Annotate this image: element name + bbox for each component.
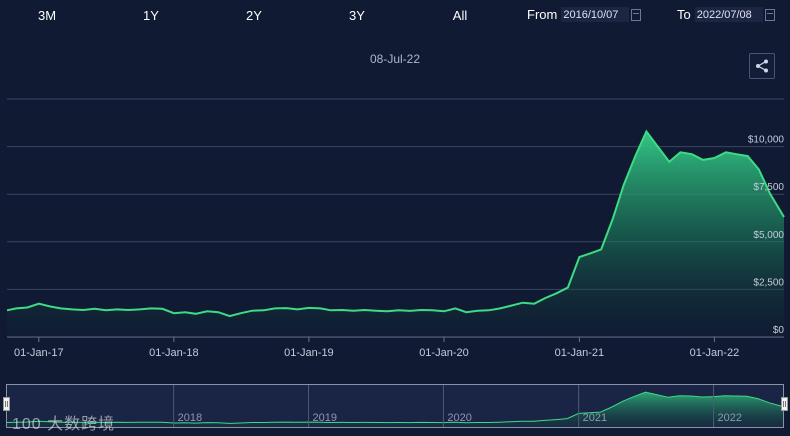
x-tick-label: 01-Jan-19 [284,347,334,359]
navigator-frame[interactable] [6,384,784,428]
from-date-group: From [527,7,642,22]
y-tick-label: $5,000 [753,230,784,241]
to-date-input[interactable] [694,7,763,22]
navigator-year-label: 2019 [313,412,337,424]
navigator-right-handle[interactable] [781,397,788,411]
watermark-text: 100 大数跨境 [12,416,116,433]
x-tick-label: 01-Jan-17 [14,347,64,359]
from-date-input[interactable] [561,7,630,22]
navigator-year-label: 2021 [583,412,607,424]
range-button-3y[interactable]: 3Y [349,8,365,23]
calendar-icon[interactable] [631,8,642,21]
share-button[interactable] [749,53,775,79]
range-button-all[interactable]: All [452,8,468,23]
y-tick-label: $0 [773,325,785,336]
share-icon [756,59,768,73]
range-button-3m[interactable]: 3M [37,8,57,23]
y-tick-label: $10,000 [748,135,785,146]
range-button-2y[interactable]: 2Y [246,8,262,23]
range-button-1y[interactable]: 1Y [143,8,159,23]
y-tick-label: $7,500 [753,182,784,193]
calendar-icon[interactable] [764,8,775,21]
x-tick-label: 01-Jan-18 [149,347,199,359]
x-tick-label: 01-Jan-20 [419,347,469,359]
navigator-line [6,391,784,424]
range-selector-toolbar: 3M 1Y 2Y 3Y All From To [0,0,790,34]
to-label: To [677,7,691,22]
series-line [6,129,785,318]
y-tick-label: $2,500 [753,277,784,288]
navigator-left-handle[interactable] [3,397,10,411]
x-tick-label: 01-Jan-21 [555,347,605,359]
to-date-group: To [677,7,775,22]
hover-date-label: 08-Jul-22 [369,52,421,66]
from-label: From [527,7,558,22]
navigator-year-label: 2018 [178,412,202,424]
series-area [7,131,784,337]
navigator-year-label: 2022 [718,412,742,424]
navigator-area [7,392,783,427]
x-tick-label: 01-Jan-22 [690,347,740,359]
navigator-year-label: 2020 [447,412,471,424]
